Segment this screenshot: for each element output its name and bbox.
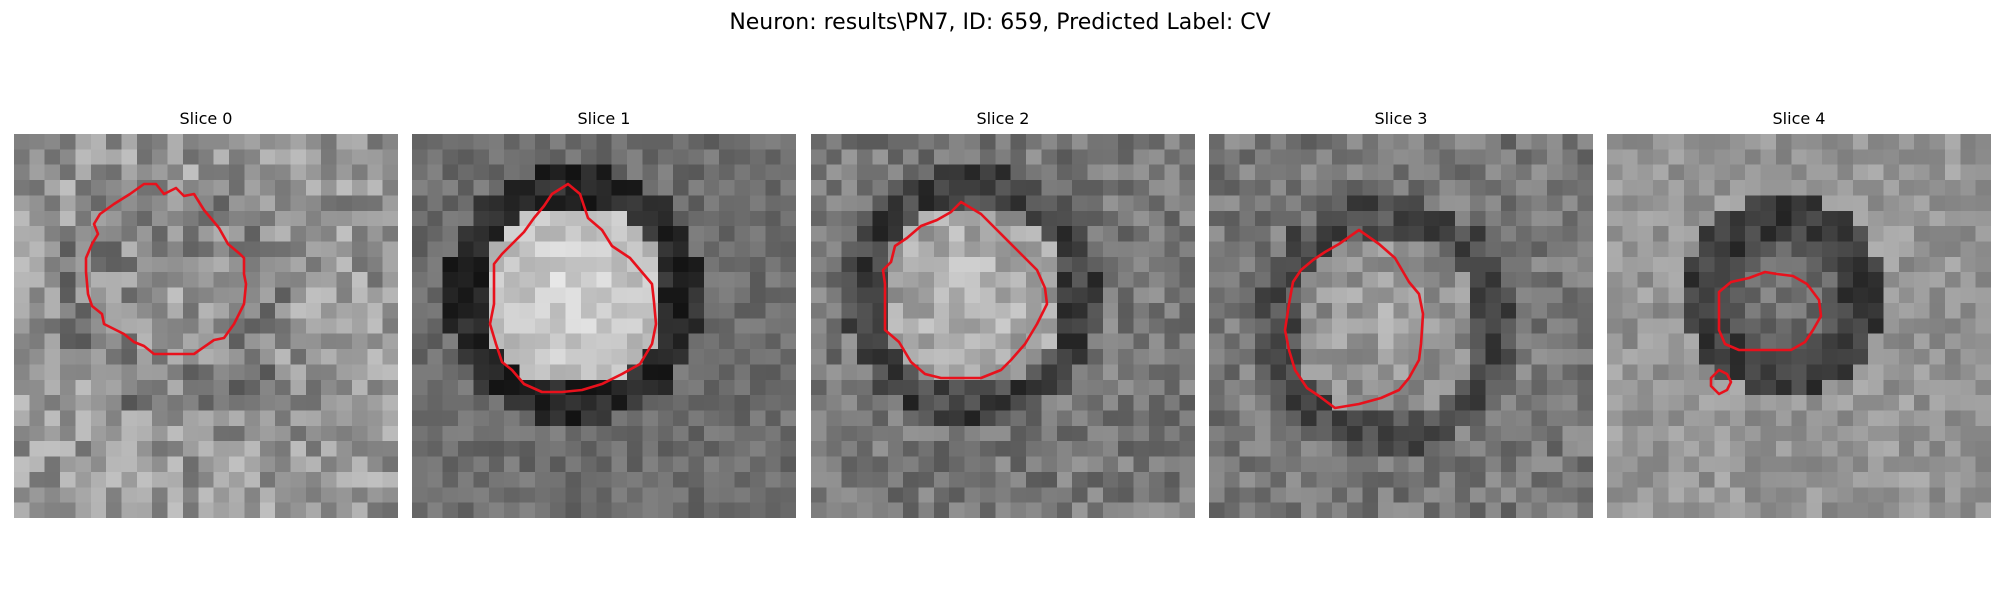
slice-image-container [1209, 134, 1593, 518]
roi-contour [84, 182, 248, 356]
figure-title: Neuron: results\PN7, ID: 659, Predicted … [729, 10, 1271, 35]
slice-image-container [811, 134, 1195, 518]
slice-image [811, 134, 1195, 518]
roi-contour [488, 182, 658, 394]
slice-panel-2: Slice 2 [811, 109, 1195, 518]
slice-image-container [1607, 134, 1991, 518]
slice-panel-0: Slice 0 [14, 109, 398, 518]
roi-contour [881, 200, 1049, 380]
slice-image-container [14, 134, 398, 518]
slice-title: Slice 4 [1772, 109, 1826, 128]
roi-contour-overlay [488, 182, 658, 394]
slice-panel-1: Slice 1 [412, 109, 796, 518]
roi-contour-small [1709, 368, 1733, 396]
slice-image [1607, 134, 1991, 518]
slice-image [14, 134, 398, 518]
slice-image [1209, 134, 1593, 518]
slice-title: Slice 2 [976, 109, 1030, 128]
slice-title: Slice 3 [1374, 109, 1428, 128]
slice-panel-4: Slice 4 [1607, 109, 1991, 518]
roi-contour-overlay [881, 200, 1049, 380]
slice-panel-3: Slice 3 [1209, 109, 1593, 518]
roi-contour-overlay [1709, 270, 1823, 396]
roi-contour [1717, 270, 1823, 352]
slice-title: Slice 0 [179, 109, 233, 128]
roi-contour [1283, 228, 1425, 410]
slice-image-container [412, 134, 796, 518]
roi-contour-overlay [84, 182, 248, 356]
roi-contour-overlay [1283, 228, 1425, 410]
slice-title: Slice 1 [577, 109, 631, 128]
slice-image [412, 134, 796, 518]
